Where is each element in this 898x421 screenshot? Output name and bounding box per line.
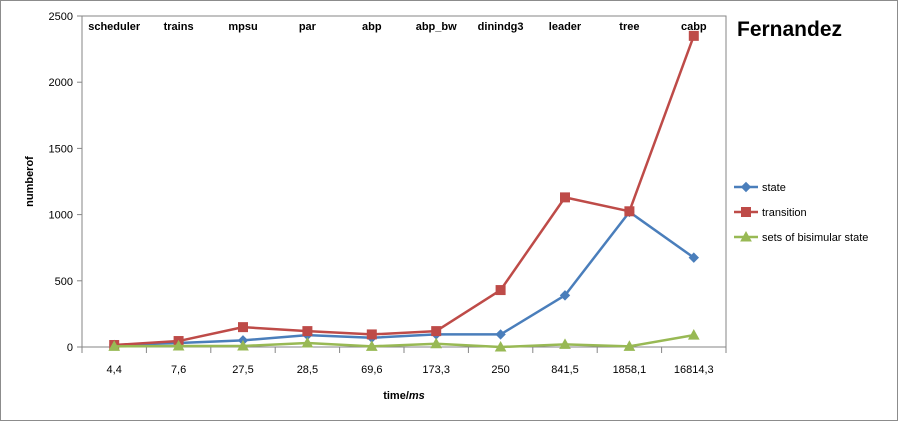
x-axis-title-unit: ms bbox=[409, 390, 425, 402]
legend-label: state bbox=[762, 182, 786, 194]
legend-label: sets of bisimular state bbox=[762, 232, 868, 244]
data-point bbox=[559, 290, 571, 301]
data-point bbox=[431, 326, 442, 337]
data-point bbox=[495, 329, 506, 340]
data-point bbox=[624, 206, 635, 217]
x-tick-label: 173,3 bbox=[422, 364, 450, 376]
y-tick-label: 1500 bbox=[49, 143, 73, 155]
data-point bbox=[172, 339, 185, 351]
top-annotation-label: scheduler bbox=[88, 21, 141, 33]
data-point bbox=[560, 192, 570, 203]
data-point bbox=[495, 285, 506, 296]
x-tick-label: 28,5 bbox=[297, 364, 318, 376]
x-tick-label: 16814,3 bbox=[674, 364, 714, 376]
y-tick-label: 2500 bbox=[49, 11, 73, 23]
data-point bbox=[237, 339, 249, 351]
y-tick-label: 500 bbox=[55, 276, 73, 288]
data-point bbox=[301, 336, 314, 348]
top-annotation-label: dinindg3 bbox=[478, 21, 524, 33]
top-annotation-label: abp_bw bbox=[416, 21, 457, 33]
x-tick-label: 7,6 bbox=[171, 364, 186, 376]
top-annotation-label: cabp bbox=[681, 21, 707, 33]
data-point bbox=[494, 340, 507, 352]
top-annotation-label: trains bbox=[164, 21, 194, 33]
data-point bbox=[302, 326, 313, 337]
x-axis-title: time/ms bbox=[383, 390, 425, 402]
top-annotation-label: leader bbox=[549, 21, 582, 33]
y-tick-label: 0 bbox=[67, 342, 73, 354]
legend-marker bbox=[740, 181, 752, 193]
y-tick-label: 1000 bbox=[49, 210, 73, 222]
x-tick-label: 4,4 bbox=[107, 364, 122, 376]
top-annotation-label: abp bbox=[362, 21, 382, 33]
y-tick-label: 2000 bbox=[49, 77, 73, 89]
series-line-state bbox=[114, 210, 695, 347]
data-point bbox=[688, 30, 699, 41]
x-axis-title-main: time/ bbox=[383, 390, 409, 402]
legend-marker bbox=[741, 207, 751, 217]
data-point bbox=[366, 329, 377, 340]
x-tick-label: 27,5 bbox=[232, 364, 253, 376]
data-point bbox=[365, 340, 378, 351]
legend-marker bbox=[740, 230, 752, 242]
x-tick-label: 1858,1 bbox=[613, 364, 647, 376]
data-point bbox=[559, 338, 571, 349]
data-point bbox=[238, 322, 248, 333]
top-annotation-label: par bbox=[299, 21, 317, 33]
data-point bbox=[430, 337, 443, 349]
y-axis-title: numberof bbox=[24, 156, 36, 207]
x-tick-label: 69,6 bbox=[361, 364, 382, 376]
legend-label: transition bbox=[762, 207, 807, 219]
data-point bbox=[687, 329, 700, 340]
data-point bbox=[623, 340, 636, 351]
data-point bbox=[688, 252, 700, 263]
top-annotation-label: mpsu bbox=[228, 21, 257, 33]
x-tick-label: 841,5 bbox=[551, 364, 579, 376]
plot-area bbox=[81, 15, 727, 348]
chart-title: Fernandez bbox=[737, 18, 843, 41]
x-tick-label: 250 bbox=[491, 364, 509, 376]
series-line-transition bbox=[114, 35, 695, 347]
data-point bbox=[108, 340, 121, 351]
top-annotation-label: tree bbox=[619, 21, 639, 33]
series-line-sets-of-bisimular-state bbox=[114, 333, 695, 349]
